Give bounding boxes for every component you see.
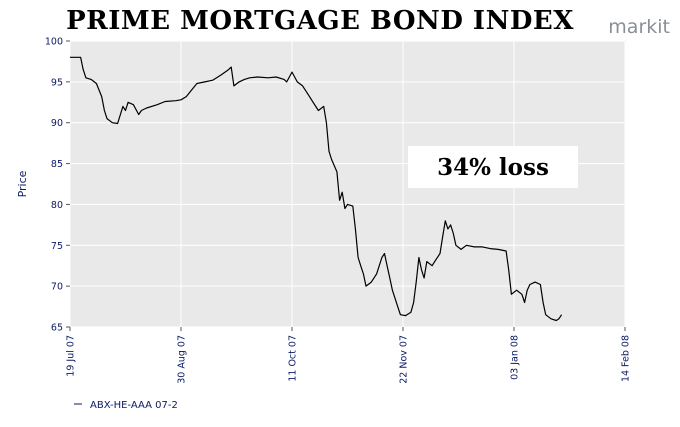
markit-logo: markit	[608, 16, 670, 38]
x-tick-label: 30 Aug 07	[177, 335, 188, 384]
y-tick-label: 95	[51, 77, 63, 88]
y-tick-label: 75	[51, 241, 63, 252]
y-tick-label: 90	[51, 118, 63, 129]
y-tick-label: 80	[51, 200, 63, 211]
y-tick-label: 100	[45, 37, 63, 48]
legend: ABX-HE-AAA 07-2	[74, 400, 178, 411]
y-tick-label: 70	[51, 282, 63, 293]
y-tick-label: 85	[51, 159, 63, 170]
x-tick-label: 22 Nov 07	[399, 335, 410, 384]
annotation-34-loss: 34% loss	[437, 154, 549, 181]
series-line-abx-he-aaa-07-2	[70, 56, 563, 322]
x-tick-label: 11 Oct 07	[288, 335, 299, 382]
chart-title: PRIME MORTGAGE BOND INDEX	[66, 6, 574, 36]
x-tick-label: 14 Feb 08	[621, 335, 632, 382]
legend-entry: ABX-HE-AAA 07-2	[90, 400, 178, 411]
y-tick-label: 65	[51, 323, 63, 334]
axes: 65 70 75 80 85 90 95 100 19 Jul 07 30 Aug 07 11 Oc…	[45, 37, 632, 384]
series-layer	[70, 56, 563, 322]
y-axis-title: Price	[16, 170, 29, 197]
x-tick-label: 03 Jan 08	[510, 335, 521, 380]
x-tick-label: 19 Jul 07	[66, 335, 77, 377]
annotation-box	[408, 146, 578, 188]
